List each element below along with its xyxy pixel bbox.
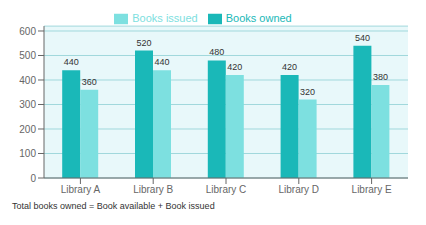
svg-text:Library C: Library C <box>206 184 247 195</box>
svg-text:320: 320 <box>300 87 315 97</box>
html-text:Books owned: Books owned <box>225 12 292 24</box>
html-text:Total books owned = Book avail: Total books owned = Book available + Boo… <box>12 201 215 211</box>
svg-text:Library B: Library B <box>133 184 173 195</box>
svg-text:200: 200 <box>19 124 36 135</box>
svg-text:400: 400 <box>19 75 36 86</box>
svg-text:540: 540 <box>355 33 370 43</box>
svg-text:100: 100 <box>19 148 36 159</box>
svg-text:440: 440 <box>154 57 169 67</box>
svg-text:600: 600 <box>19 26 36 37</box>
svg-text:420: 420 <box>227 62 242 72</box>
svg-text:300: 300 <box>19 99 36 110</box>
svg-text:Library A: Library A <box>61 184 101 195</box>
svg-text:500: 500 <box>19 50 36 61</box>
svg-text:Library E: Library E <box>352 184 392 195</box>
svg-text:480: 480 <box>209 47 224 57</box>
svg-text:Library D: Library D <box>279 184 320 195</box>
svg-text:0: 0 <box>30 173 36 184</box>
html-text:Books issued: Books issued <box>132 12 198 24</box>
svg-text:420: 420 <box>282 62 297 72</box>
svg-text:520: 520 <box>136 38 151 48</box>
svg-text:440: 440 <box>64 57 79 67</box>
svg-text:360: 360 <box>82 77 97 87</box>
svg-text:380: 380 <box>373 72 388 82</box>
